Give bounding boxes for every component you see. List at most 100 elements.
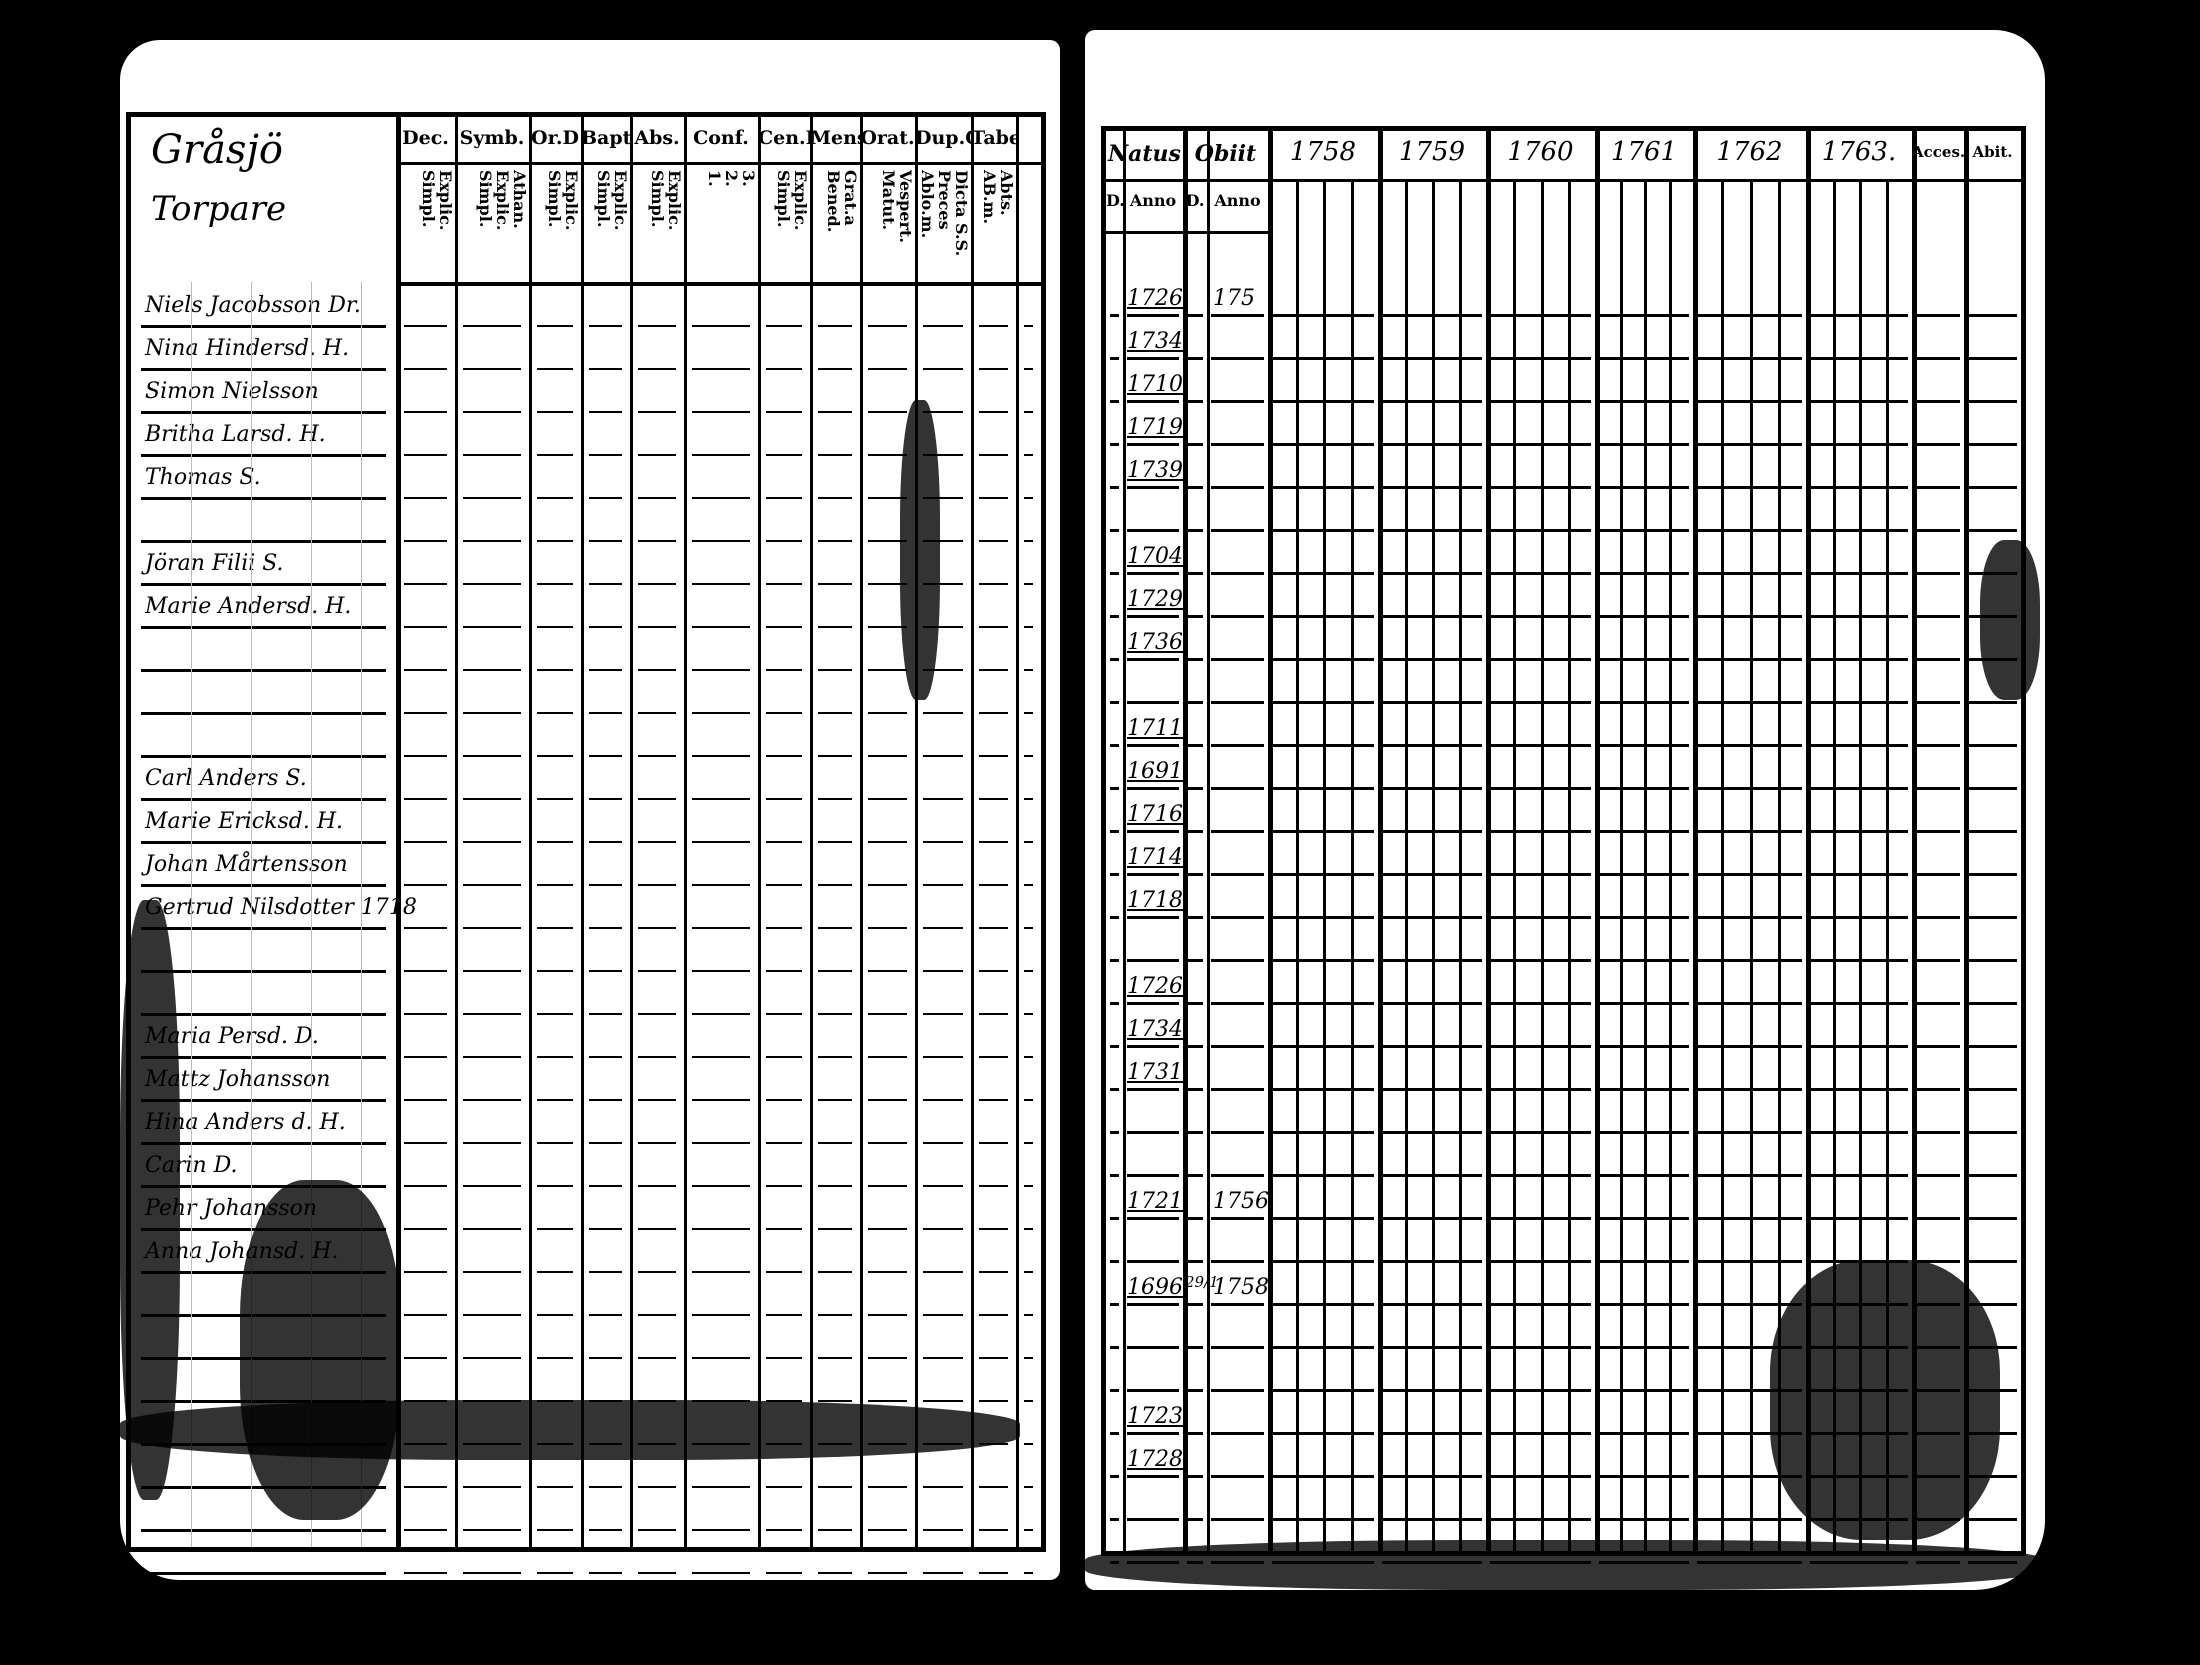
cell-dash <box>1110 744 1119 747</box>
subcolumn-divider <box>1859 179 1862 1551</box>
cell-dash <box>1187 916 1203 919</box>
cell-dash <box>1382 1131 1482 1134</box>
cell-dash <box>868 970 907 972</box>
column-subheader: Explic. <box>493 170 512 231</box>
cell-dash <box>463 798 521 800</box>
cell-dash <box>1187 314 1203 317</box>
obiit-header: Obiit <box>1194 141 1257 167</box>
cell-dash <box>1968 1260 2017 1263</box>
cell-dash <box>589 755 622 757</box>
person-name: Thomas S. <box>145 465 261 490</box>
cell-dash <box>923 411 963 413</box>
row-line <box>141 411 386 414</box>
birth-year: 1710 <box>1127 372 1183 397</box>
cell-dash <box>638 540 676 542</box>
cell-dash <box>638 1228 676 1230</box>
cell-dash <box>1187 873 1203 876</box>
cell-dash <box>1187 787 1203 790</box>
cell-dash <box>979 583 1008 585</box>
cell-dash <box>1810 658 1908 661</box>
cell-dash <box>692 1486 750 1488</box>
cell-dash <box>1810 959 1908 962</box>
subheader-anno: Anno <box>1214 191 1261 210</box>
cell-dash <box>1599 1303 1689 1306</box>
column-subheader: Simpl. <box>419 170 438 228</box>
cell-dash <box>818 1056 852 1058</box>
cell-dash <box>979 1357 1008 1359</box>
cell-dash <box>979 798 1008 800</box>
cell-dash <box>1382 615 1482 618</box>
cell-dash <box>404 1572 447 1574</box>
row-line <box>141 540 386 543</box>
cell-dash <box>1187 1518 1203 1521</box>
birth-year: 1721 <box>1127 1189 1183 1214</box>
cell-dash <box>1211 787 1264 790</box>
cell-dash <box>1810 1217 1908 1220</box>
column-subheader: 3. <box>739 170 758 187</box>
cell-dash <box>1599 357 1689 360</box>
cell-dash <box>1024 1529 1033 1531</box>
cell-dash <box>818 1099 852 1101</box>
column-divider <box>1693 131 1698 1551</box>
vital-records-table: Natus Obiit D. Anno D. Anno 1758 1759 1760 1761 17… <box>1101 126 2026 1564</box>
cell-dash <box>404 368 447 370</box>
cell-dash <box>1599 314 1689 317</box>
cell-dash <box>1110 529 1119 532</box>
cell-dash <box>868 325 907 327</box>
cell-dash <box>692 1228 750 1230</box>
cell-dash <box>537 411 573 413</box>
cell-dash <box>979 841 1008 843</box>
cell-dash <box>1382 1174 1482 1177</box>
cell-dash <box>1916 400 1960 403</box>
cell-dash <box>1810 1131 1908 1134</box>
cell-dash <box>537 1314 573 1316</box>
subcolumn-divider <box>1405 179 1408 1551</box>
column-divider <box>1486 131 1491 1551</box>
cell-dash <box>537 583 573 585</box>
cell-dash <box>1211 1389 1264 1392</box>
page-damage <box>1770 1260 2000 1540</box>
cell-dash <box>404 927 447 929</box>
birth-year: 1734 <box>1127 329 1183 354</box>
cell-dash <box>1490 1475 1591 1478</box>
column-divider <box>1207 131 1210 1551</box>
cell-dash <box>1382 400 1482 403</box>
cell-dash <box>1968 357 2017 360</box>
cell-dash <box>1187 572 1203 575</box>
cell-dash <box>1697 1303 1802 1306</box>
subcolumn-divider <box>1777 179 1781 1551</box>
cell-dash <box>1382 1045 1482 1048</box>
column-subheader: Abts. <box>997 170 1016 216</box>
cell-dash <box>404 626 447 628</box>
cell-dash <box>1211 830 1264 833</box>
cell-dash <box>692 583 750 585</box>
cell-dash <box>1187 1475 1203 1478</box>
cell-dash <box>638 454 676 456</box>
column-divider <box>1964 131 1969 1551</box>
cell-dash <box>766 1228 802 1230</box>
cell-dash <box>1187 443 1203 446</box>
cell-dash <box>979 1486 1008 1488</box>
row-line <box>141 454 386 457</box>
cell-dash <box>692 540 750 542</box>
book-spine <box>1063 0 1083 1665</box>
subheader-d: D. <box>1106 191 1123 210</box>
cell-dash <box>1211 959 1264 962</box>
cell-dash <box>404 884 447 886</box>
cell-dash <box>1697 744 1802 747</box>
death-year: 175 <box>1213 286 1255 311</box>
cell-dash <box>1916 701 1960 704</box>
cell-dash <box>868 927 907 929</box>
cell-dash <box>1272 1217 1374 1220</box>
cell-dash <box>692 368 750 370</box>
subcolumn-divider <box>1668 179 1672 1551</box>
cell-dash <box>818 411 852 413</box>
cell-dash <box>979 755 1008 757</box>
cell-dash <box>1272 615 1374 618</box>
cell-dash <box>638 927 676 929</box>
column-divider <box>1806 131 1811 1551</box>
cell-dash <box>1490 1088 1591 1091</box>
column-divider <box>1123 131 1126 1551</box>
birth-year: 1726 <box>1127 286 1183 311</box>
cell-dash <box>868 755 907 757</box>
